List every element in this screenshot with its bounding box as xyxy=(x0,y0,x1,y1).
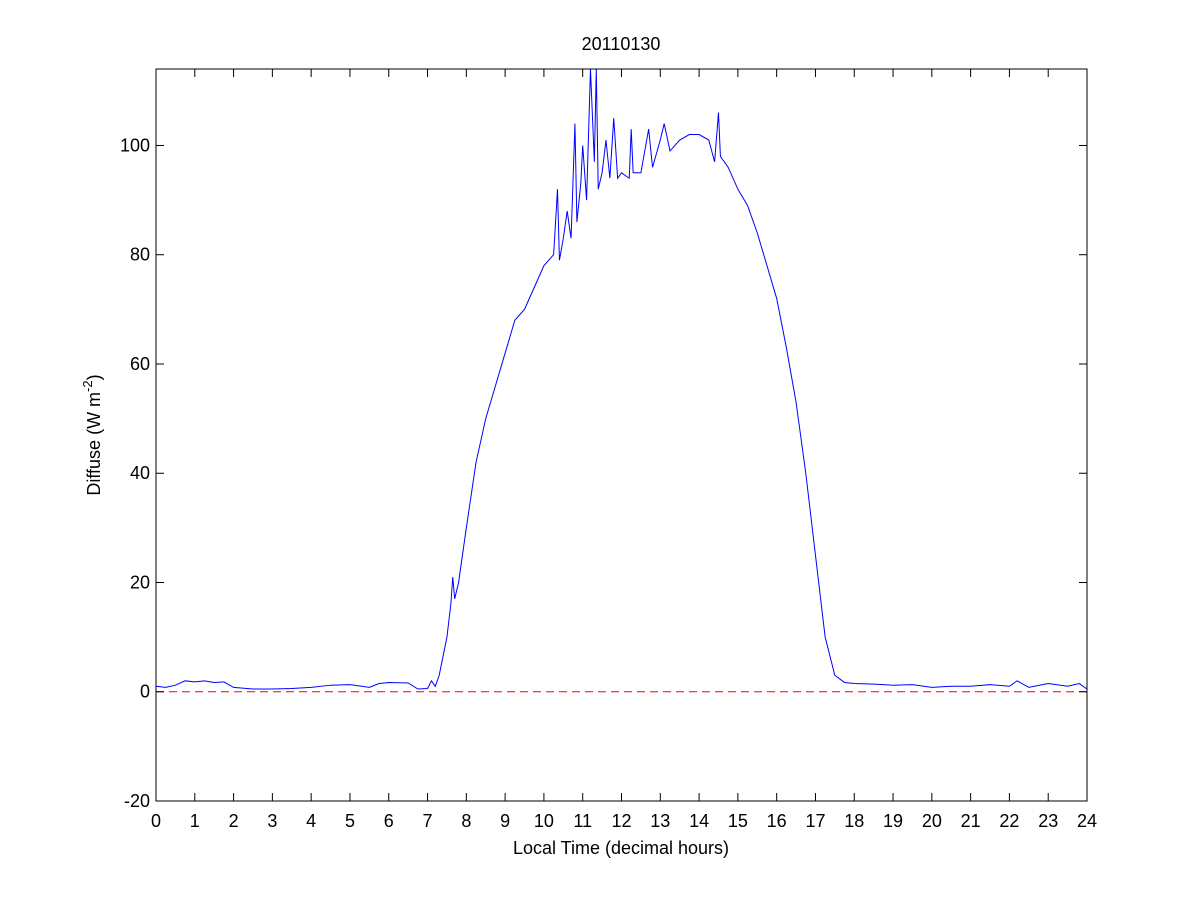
x-tick-label: 21 xyxy=(961,811,981,831)
chart-title: 20110130 xyxy=(582,34,661,54)
x-tick-label: 14 xyxy=(689,811,709,831)
x-tick-label: 13 xyxy=(650,811,670,831)
x-tick-label: 18 xyxy=(844,811,864,831)
y-tick-label: -20 xyxy=(124,791,150,811)
y-tick-label: 80 xyxy=(130,245,150,265)
x-tick-label: 8 xyxy=(461,811,471,831)
x-tick-label: 15 xyxy=(728,811,748,831)
x-tick-label: 1 xyxy=(190,811,200,831)
x-tick-label: 9 xyxy=(500,811,510,831)
y-label-main: Diffuse (W m xyxy=(84,392,104,496)
y-label-sup: -2 xyxy=(80,380,95,392)
x-tick-label: 12 xyxy=(611,811,631,831)
x-tick-label: 2 xyxy=(229,811,239,831)
x-tick-label: 22 xyxy=(999,811,1019,831)
x-tick-label: 10 xyxy=(534,811,554,831)
y-label-end: ) xyxy=(84,374,104,380)
x-tick-label: 19 xyxy=(883,811,903,831)
x-tick-label: 20 xyxy=(922,811,942,831)
x-tick-label: 17 xyxy=(805,811,825,831)
x-tick-label: 24 xyxy=(1077,811,1097,831)
x-tick-label: 16 xyxy=(767,811,787,831)
y-tick-label: 20 xyxy=(130,572,150,592)
y-tick-label: 100 xyxy=(120,135,150,155)
x-tick-label: 7 xyxy=(423,811,433,831)
y-axis-label: Diffuse (W m-2) xyxy=(80,374,104,495)
x-tick-label: 3 xyxy=(267,811,277,831)
y-tick-label: 60 xyxy=(130,354,150,374)
x-tick-label: 4 xyxy=(306,811,316,831)
x-tick-label: 6 xyxy=(384,811,394,831)
x-tick-label: 11 xyxy=(573,811,592,831)
x-axis-label: Local Time (decimal hours) xyxy=(513,838,729,858)
y-tick-label: 0 xyxy=(140,682,150,702)
x-tick-label: 23 xyxy=(1038,811,1058,831)
y-tick-label: 40 xyxy=(130,463,150,483)
x-tick-label: 5 xyxy=(345,811,355,831)
x-tick-label: 0 xyxy=(151,811,161,831)
